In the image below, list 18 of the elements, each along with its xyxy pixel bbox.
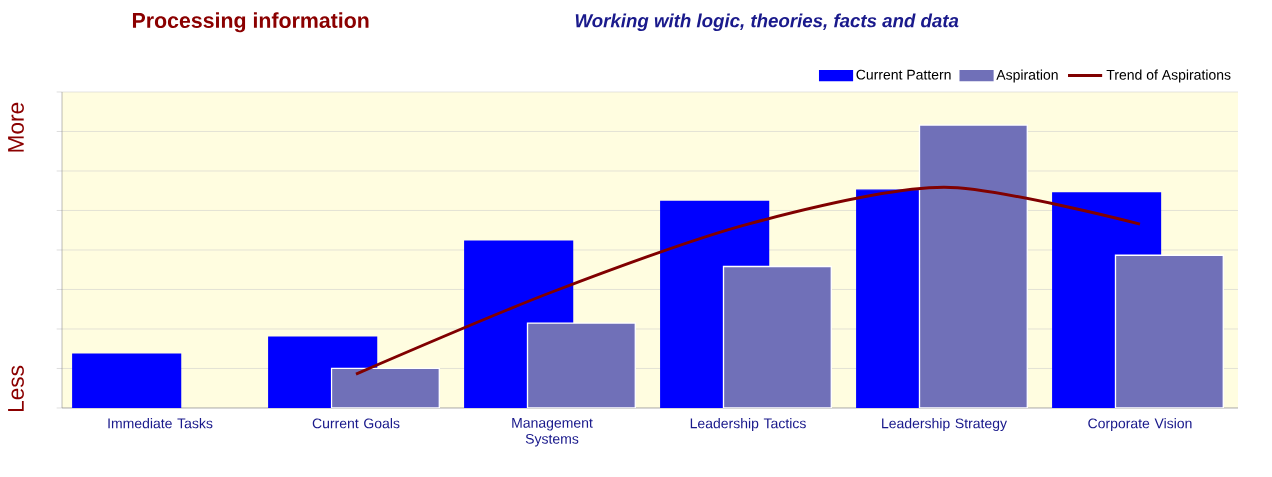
bar	[526, 322, 636, 408]
bar	[918, 124, 1028, 408]
x-tick-label: Immediate Tasks	[108, 418, 213, 429]
legend-label: Trend of Aspirations	[1106, 69, 1231, 83]
text: More	[8, 102, 24, 152]
chart-title: Processing information	[132, 12, 369, 33]
chart-subtitle: Working with logic, theories, facts and data	[575, 13, 959, 32]
x-tick-label: Leadership Strategy	[882, 418, 1007, 432]
x-tick-label: Management Systems	[512, 418, 593, 447]
bar	[1114, 254, 1224, 408]
bar	[722, 265, 832, 408]
legend-label: Aspiration	[996, 69, 1058, 83]
bar	[330, 367, 440, 408]
text: Less	[8, 365, 24, 412]
x-tick-label: Current Goals	[312, 418, 400, 429]
legend-label: Current Pattern	[856, 69, 951, 80]
x-tick-label: Corporate Vision	[1088, 418, 1192, 432]
x-tick-label: Leadership Tactics	[690, 418, 806, 432]
